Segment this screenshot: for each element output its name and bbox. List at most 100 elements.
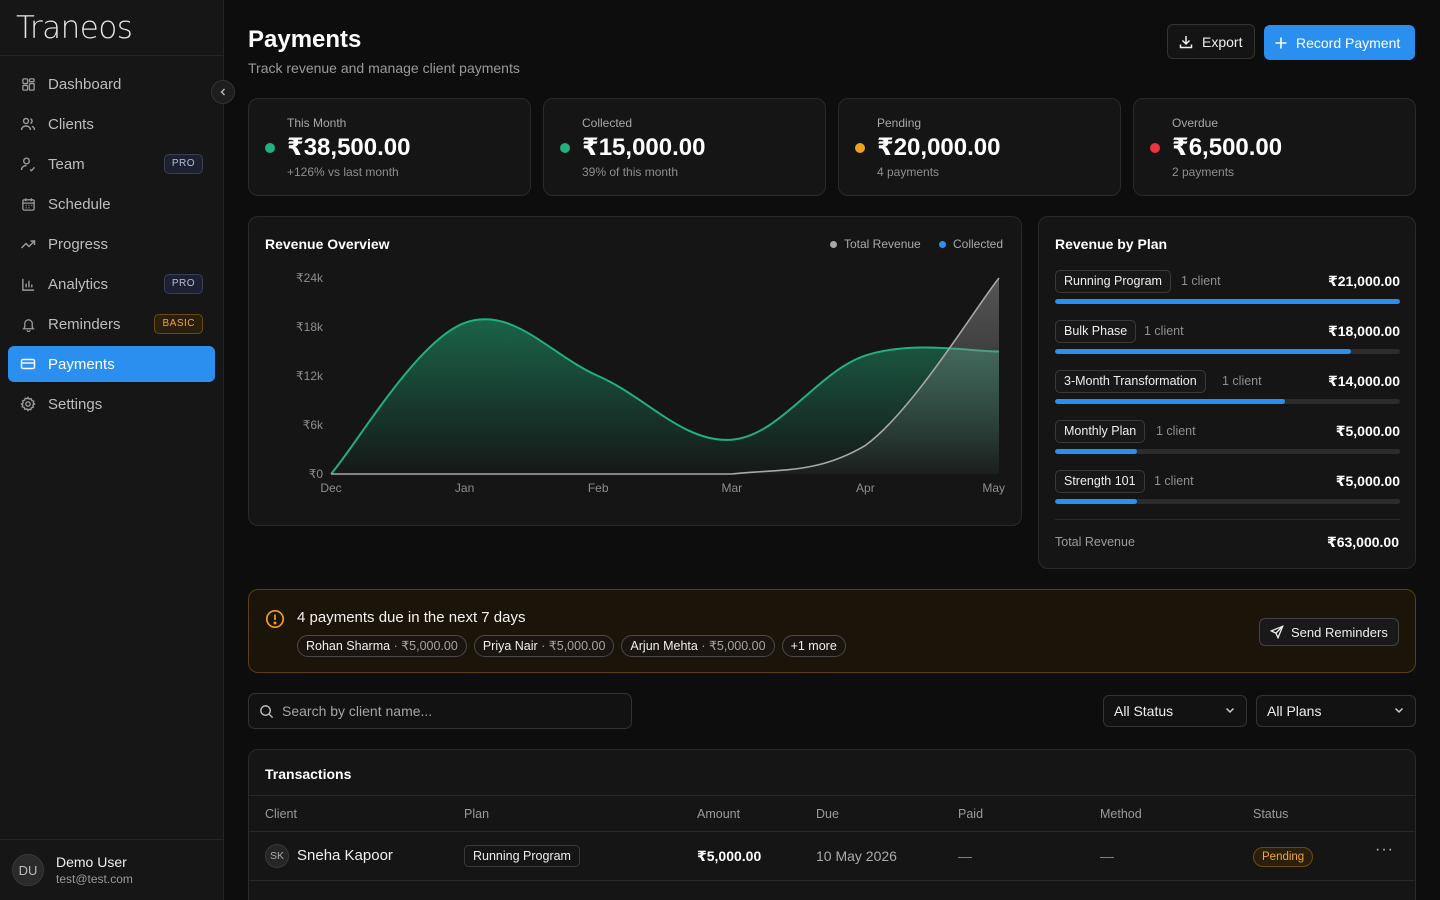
- plan-filter-select[interactable]: All Plans: [1256, 695, 1416, 727]
- record-payment-label: Record Payment: [1296, 34, 1401, 51]
- user-profile[interactable]: DU Demo User test@test.com: [0, 839, 224, 900]
- plan-row[interactable]: Bulk Phase 1 client ₹18,000.00: [1055, 320, 1400, 360]
- export-button[interactable]: Export: [1167, 24, 1255, 59]
- plan-name: Bulk Phase: [1055, 320, 1137, 343]
- stat-value: ₹15,000.00: [582, 134, 706, 161]
- column-header[interactable]: Method: [1100, 807, 1142, 821]
- column-header[interactable]: Amount: [697, 807, 741, 821]
- more-options-icon[interactable]: ···: [1375, 841, 1394, 858]
- due-client-name: Rohan Sharma: [306, 639, 391, 653]
- plan-amount: ₹18,000.00: [1327, 323, 1400, 339]
- plan-progress-track: [1055, 449, 1400, 454]
- sidebar-item-label: Schedule: [48, 195, 111, 213]
- transactions-card: Transactions Client Plan Amount Due Paid…: [248, 749, 1416, 900]
- plan-filter-value: All Plans: [1267, 703, 1322, 719]
- plan-row[interactable]: 3-Month Transformation 1 client ₹14,000.…: [1055, 370, 1400, 410]
- transactions-title: Transactions: [265, 766, 352, 782]
- download-icon: [1178, 34, 1194, 50]
- basic-badge: BASIC: [154, 314, 203, 334]
- sidebar-item-label: Dashboard: [48, 75, 122, 93]
- collapse-sidebar-button[interactable]: [211, 80, 235, 104]
- column-header[interactable]: Due: [816, 807, 839, 821]
- more-chip[interactable]: +1 more: [781, 635, 846, 657]
- pro-badge: PRO: [163, 154, 203, 174]
- sidebar-item-settings[interactable]: Settings: [8, 386, 215, 422]
- series-area: [331, 319, 999, 474]
- x-tick-label: Dec: [320, 481, 341, 495]
- due-payments-list: Rohan Sharma · ₹5,000.00 Priya Nair · ₹5…: [297, 635, 853, 657]
- team-icon: [20, 156, 36, 172]
- due-amount: · ₹5,000.00: [701, 639, 766, 653]
- status-dot: [560, 143, 570, 153]
- sidebar-item-payments[interactable]: Payments: [8, 346, 215, 382]
- column-header[interactable]: Status: [1253, 807, 1289, 821]
- status-filter-select[interactable]: All Status: [1103, 695, 1247, 727]
- sidebar-item-label: Progress: [48, 235, 109, 253]
- sidebar-item-label: Team: [48, 155, 85, 173]
- paid-cell: —: [958, 848, 972, 864]
- series-line: [330, 318, 1000, 475]
- export-label: Export: [1202, 33, 1243, 50]
- due-payment-chip[interactable]: Priya Nair · ₹5,000.00: [473, 635, 615, 657]
- x-tick-label: Apr: [856, 481, 875, 495]
- bell-icon: [20, 316, 36, 332]
- y-tick-label: ₹18k: [296, 320, 324, 334]
- due-amount: · ₹5,000.00: [541, 639, 606, 653]
- y-tick-label: ₹0: [309, 467, 324, 481]
- app-logo[interactable]: Traneos: [0, 0, 223, 56]
- due-payment-chip[interactable]: Arjun Mehta · ₹5,000.00: [621, 635, 775, 657]
- stat-label: Pending: [877, 116, 922, 130]
- sidebar-item-progress[interactable]: Progress: [8, 226, 215, 262]
- plan-card-title: Revenue by Plan: [1055, 236, 1168, 252]
- due-client-name: Arjun Mehta: [630, 639, 698, 653]
- plan-client-count: 1 client: [1156, 424, 1196, 438]
- table-row[interactable]: [249, 881, 1415, 900]
- divider: [1055, 519, 1400, 520]
- search-input[interactable]: [282, 703, 612, 719]
- x-tick-label: Jan: [455, 481, 474, 495]
- trend-icon: [20, 236, 36, 252]
- sidebar-nav: Dashboard Clients Team PRO Schedule Prog…: [0, 56, 223, 434]
- sidebar-item-reminders[interactable]: Reminders BASIC: [8, 306, 215, 342]
- plan-client-count: 1 client: [1181, 274, 1221, 288]
- legend-item-total-revenue: Total Revenue: [830, 237, 921, 251]
- plan-progress-fill: [1055, 299, 1400, 304]
- send-icon: [1270, 625, 1284, 639]
- plan-row[interactable]: Strength 101 1 client ₹5,000.00: [1055, 470, 1400, 510]
- stat-value: ₹6,500.00: [1172, 134, 1283, 161]
- sidebar-item-schedule[interactable]: Schedule: [8, 186, 215, 222]
- sidebar: Traneos Dashboard Clients Team PRO Sched…: [0, 0, 224, 900]
- sidebar-item-label: Payments: [48, 355, 115, 373]
- revenue-by-plan-card: Revenue by Plan Running Program 1 client…: [1038, 216, 1416, 569]
- record-payment-button[interactable]: Record Payment: [1264, 25, 1415, 60]
- page-title: Payments: [248, 26, 362, 53]
- calendar-icon: [20, 196, 36, 212]
- plan-progress-track: [1055, 299, 1400, 304]
- plan-progress-track: [1055, 399, 1400, 404]
- column-header[interactable]: Client: [265, 807, 297, 821]
- x-tick-label: May: [982, 481, 1005, 495]
- sidebar-item-dashboard[interactable]: Dashboard: [8, 66, 215, 102]
- due-client-name: Priya Nair: [482, 639, 538, 653]
- sidebar-item-clients[interactable]: Clients: [8, 106, 215, 142]
- due-payment-chip[interactable]: Rohan Sharma · ₹5,000.00: [297, 635, 467, 657]
- table-row[interactable]: SK Sneha Kapoor Running Program ₹5,000.0…: [249, 832, 1415, 881]
- sidebar-item-analytics[interactable]: Analytics PRO: [8, 266, 215, 302]
- bar-chart-icon: [20, 276, 36, 292]
- status-dot: [1150, 143, 1160, 153]
- search-box[interactable]: [248, 693, 632, 729]
- status-dot: [265, 143, 275, 153]
- avatar: DU: [12, 854, 44, 886]
- plan-row[interactable]: Running Program 1 client ₹21,000.00: [1055, 270, 1400, 310]
- plan-row[interactable]: Monthly Plan 1 client ₹5,000.00: [1055, 420, 1400, 460]
- gear-icon: [20, 396, 36, 412]
- column-header[interactable]: Paid: [958, 807, 984, 821]
- send-reminders-button[interactable]: Send Reminders: [1259, 618, 1399, 646]
- sidebar-item-team[interactable]: Team PRO: [8, 146, 215, 182]
- stat-card-this-month: This Month ₹38,500.00 +126% vs last mont…: [248, 98, 531, 196]
- table-header: Client Plan Amount Due Paid Method Statu…: [249, 795, 1415, 832]
- column-header[interactable]: Plan: [464, 807, 490, 821]
- plan-amount: ₹5,000.00: [1335, 473, 1400, 489]
- status-dot: [855, 143, 865, 153]
- method-cell: —: [1100, 848, 1114, 864]
